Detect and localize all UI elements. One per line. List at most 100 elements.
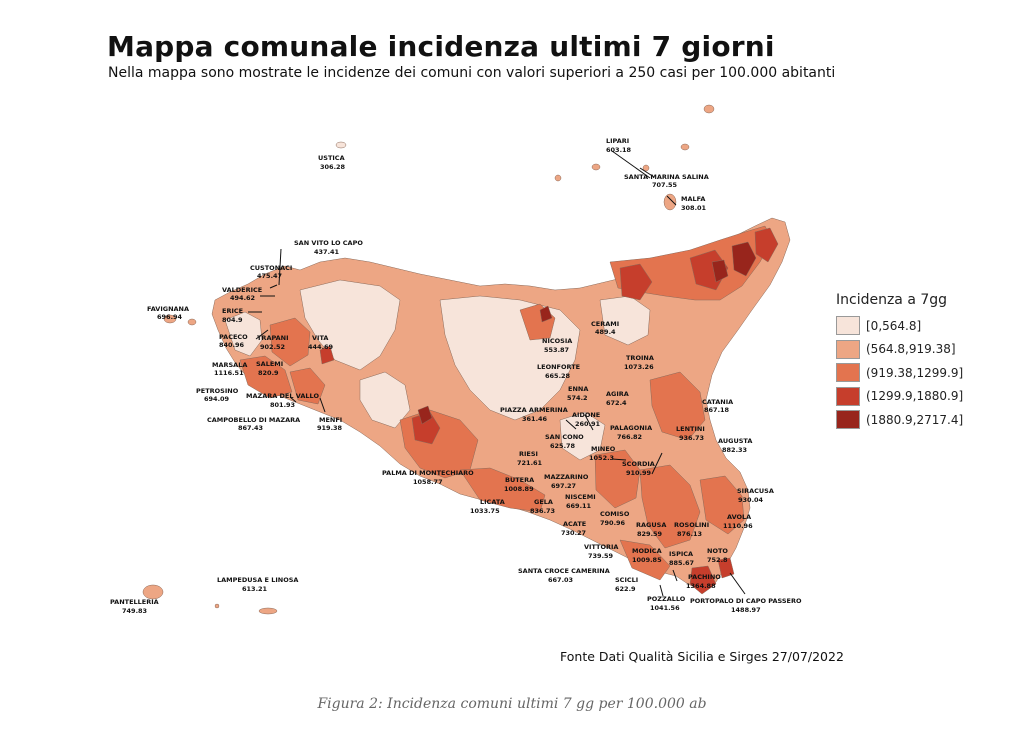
label-sanvito-name: SAN VITO LO CAPO <box>294 239 363 247</box>
legend-label: (1299.9,1880.9] <box>866 389 964 404</box>
label-menfi-name: MENFI <box>319 416 342 424</box>
island-pantelleria <box>142 584 164 600</box>
label-campobello-value: 867.43 <box>238 424 263 432</box>
label-pantelleria-value: 749.83 <box>122 607 147 615</box>
label-petrosino-name: PETROSINO <box>196 387 239 395</box>
label-paceco-name: PACECO <box>219 333 248 341</box>
label-salina-name: SANTA MARINA SALINA <box>624 173 709 181</box>
label-niscemi-name: NISCEMI <box>565 493 596 501</box>
label-salemi-value: 820.9 <box>258 369 279 377</box>
label-lampedusa-value: 613.21 <box>242 585 268 593</box>
label-ragusa-value: 829.59 <box>637 530 663 538</box>
label-agira-value: 672.4 <box>606 399 627 407</box>
label-scicli-value: 622.9 <box>615 585 636 593</box>
data-source: Fonte Dati Qualità Sicilia e Sirges 27/0… <box>560 649 844 664</box>
label-erice-value: 804.9 <box>222 316 243 324</box>
label-cerami-value: 489.4 <box>595 328 616 336</box>
island-stromboli <box>703 104 715 114</box>
legend-label: (919.38,1299.9] <box>866 365 964 380</box>
legend-label: (564.8,919.38] <box>866 342 956 357</box>
legend-swatch <box>836 363 860 383</box>
label-catania-name: CATANIA <box>702 398 733 406</box>
label-enna-name: ENNA <box>568 385 588 393</box>
sicily-map: USTICA 306.28 LIPARI 603.18 SANTA MARINA… <box>110 104 802 615</box>
label-vittoria-name: VITTORIA <box>584 543 618 551</box>
label-scordia-name: SCORDIA <box>622 460 655 468</box>
label-valderice-value: 494.62 <box>230 294 255 302</box>
municipality-labels: USTICA 306.28 LIPARI 603.18 SANTA MARINA… <box>110 137 802 615</box>
label-noto-name: NOTO <box>707 547 728 555</box>
island-alicudi <box>554 174 562 182</box>
island-lampedusa <box>258 607 278 615</box>
label-siracusa-value: 930.04 <box>738 496 764 504</box>
label-erice-name: ERICE <box>222 307 243 315</box>
legend: Incidenza a 7gg [0,564.8] (564.8,919.38]… <box>836 292 963 432</box>
label-mineo-name: MINEO <box>591 445 616 453</box>
label-augusta-name: AUGUSTA <box>718 437 752 445</box>
map-title: Mappa comunale incidenza ultimi 7 giorni <box>107 30 775 63</box>
label-licata-name: LICATA <box>480 498 505 506</box>
label-butera-value: 1008.89 <box>504 485 534 493</box>
island-levanzo <box>187 318 197 326</box>
label-riesi-value: 721.61 <box>517 459 543 467</box>
label-acate-name: ACATE <box>563 520 586 528</box>
label-mazara-value: 801.93 <box>270 401 295 409</box>
label-troina-value: 1073.26 <box>624 363 654 371</box>
label-mineo-value: 1052.3 <box>589 454 614 462</box>
label-piazza-name: PIAZZA ARMERINA <box>500 406 568 414</box>
label-portopalo-name: PORTOPALO DI CAPO PASSERO <box>690 597 802 605</box>
label-pachino-value: 1364.88 <box>686 582 716 590</box>
label-santacroce-name: SANTA CROCE CAMERINA <box>518 567 610 575</box>
legend-swatch <box>836 339 860 359</box>
label-ustica-name: USTICA <box>318 154 345 162</box>
label-pachino-name: PACHINO <box>688 573 721 581</box>
label-favignana-name: FAVIGNANA <box>147 305 189 313</box>
label-custonaci-value: 475.47 <box>257 272 282 280</box>
island-salina <box>642 164 650 172</box>
label-sanvito-value: 437.41 <box>314 248 340 256</box>
label-licata-value: 1033.75 <box>470 507 500 515</box>
label-nicosia-name: NICOSIA <box>542 337 572 345</box>
label-pantelleria-name: PANTELLERIA <box>110 598 159 606</box>
island-favignana <box>163 314 177 324</box>
label-leonforte-name: LEONFORTE <box>537 363 580 371</box>
figure-caption: Figura 2: Incidenza comuni ultimi 7 gg p… <box>317 696 707 712</box>
label-favignana-value: 696.94 <box>157 313 183 321</box>
label-cerami-name: CERAMI <box>591 320 619 328</box>
label-acate-value: 730.27 <box>561 529 586 537</box>
label-piazza-value: 361.46 <box>522 415 548 423</box>
label-paceco-value: 840.96 <box>219 341 245 349</box>
label-palagonia-name: PALAGONIA <box>610 424 652 432</box>
label-niscemi-value: 669.11 <box>566 502 592 510</box>
legend-label: (1880.9,2717.4] <box>866 412 964 427</box>
map-subtitle: Nella mappa sono mostrate le incidenze d… <box>108 65 836 81</box>
label-noto-value: 752.8 <box>707 556 728 564</box>
label-comiso-value: 790.96 <box>600 519 626 527</box>
label-mazzarino-value: 697.27 <box>551 482 576 490</box>
legend-row: (1880.9,2717.4] <box>836 408 963 432</box>
label-aidone-value: 260.91 <box>575 420 601 428</box>
island-filicudi <box>680 143 690 151</box>
label-campobello-name: CAMPOBELLO DI MAZARA <box>207 416 300 424</box>
label-siracusa-name: SIRACUSA <box>737 487 774 495</box>
label-malfa-name: MALFA <box>681 195 705 203</box>
island-lipari <box>663 193 677 211</box>
label-scordia-value: 910.99 <box>626 469 652 477</box>
label-enna-value: 574.2 <box>567 394 588 402</box>
legend-row: (919.38,1299.9] <box>836 361 963 385</box>
label-marsala-name: MARSALA <box>212 361 247 369</box>
label-palma-name: PALMA DI MONTECHIARO <box>382 469 474 477</box>
label-agira-name: AGIRA <box>606 390 629 398</box>
legend-label: [0,564.8] <box>866 318 922 333</box>
label-mazara-name: MAZARA DEL VALLO <box>246 392 319 400</box>
legend-row: [0,564.8] <box>836 314 963 338</box>
label-nicosia-value: 553.87 <box>544 346 569 354</box>
label-ustica-value: 306.28 <box>320 163 346 171</box>
label-comiso-name: COMISO <box>600 510 630 518</box>
legend-swatch <box>836 316 860 336</box>
label-avola-name: AVOLA <box>727 513 751 521</box>
label-malfa-value: 308.01 <box>681 204 707 212</box>
label-lentini-value: 936.73 <box>679 434 704 442</box>
label-lipari-name: LIPARI <box>606 137 629 145</box>
label-custonaci-name: CUSTONACI <box>250 264 292 272</box>
